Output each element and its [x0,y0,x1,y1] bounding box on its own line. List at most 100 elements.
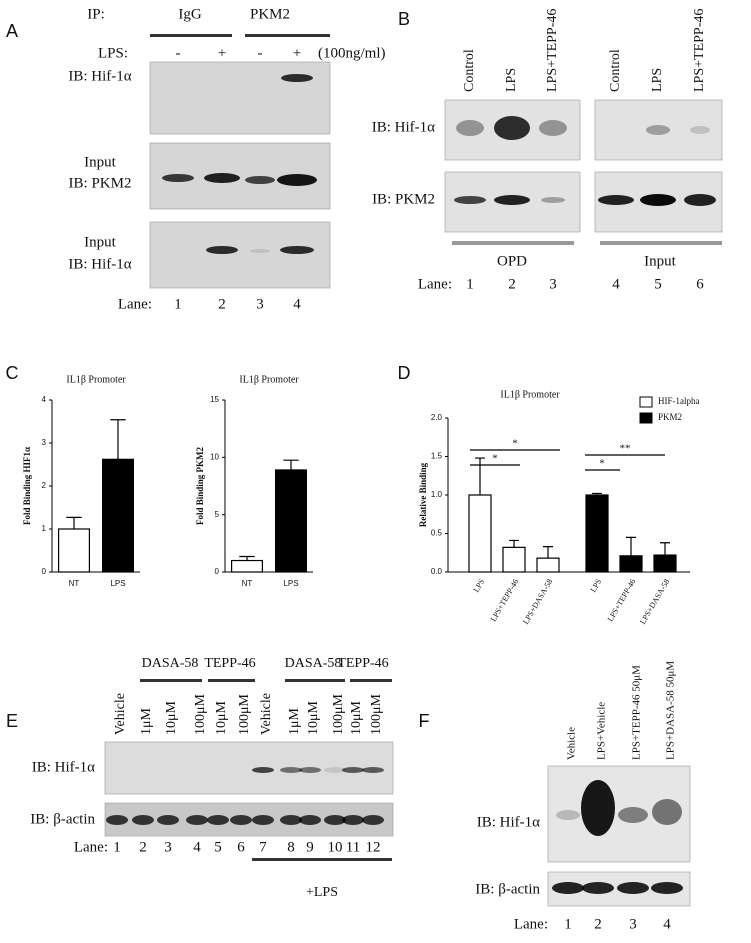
band [324,767,346,773]
error-bar [66,516,82,529]
row-label: IB: PKM2 [69,175,132,191]
lane-number: 2 [508,276,516,292]
column-label: 100μM [331,693,346,735]
lane-number: 1 [113,839,121,855]
lane-label: Lane: [74,839,108,855]
lane-label: Lane: [118,296,152,312]
bar [585,494,609,573]
lane-number: 4 [193,839,201,855]
band [252,767,274,773]
group-bar [140,679,202,682]
blot [149,221,331,289]
band [299,815,321,825]
row-label: IB: β-actin [30,811,95,827]
lane-number: 2 [218,296,226,312]
row-label: IB: Hif-1α [32,759,95,775]
x-tick-label: LPS [110,579,125,588]
column-label: Control [462,49,477,92]
lps-sign: + [293,45,301,61]
band [539,120,567,136]
group-label: Input [644,253,676,269]
y-axis-label: Fold Binding HIF1α [22,447,32,525]
column-label: 10μM [214,700,229,735]
legend-swatch [639,396,653,408]
column-label: LPS [650,68,665,92]
y-tick-label: 0 [42,567,47,576]
treatment-label: +LPS [306,885,338,900]
significance-mark: * [599,458,605,470]
bar [468,494,492,573]
lane-number: 7 [259,839,267,855]
column-label: 10μM [164,700,179,735]
column-label: Control [608,49,623,92]
significance-mark: * [512,438,518,450]
group-bar [452,241,574,245]
y-tick-label: 3 [42,438,47,447]
x-tick-label: LPS [283,579,298,588]
column-label: LPS+DASA-58 50μM [665,661,677,760]
y-axis-label: Relative Binding [418,462,428,527]
group-bar [245,34,330,37]
y-tick-label: 2.0 [431,413,443,422]
band [106,815,128,825]
band [618,807,648,823]
group-bar [150,34,232,37]
band [204,173,240,183]
panel-label: A [6,21,18,41]
band [581,780,615,836]
bar [275,469,308,573]
y-tick-label: 15 [210,395,219,404]
band [245,176,275,184]
lane-number: 2 [139,839,147,855]
error-bar [660,542,670,556]
column-label: LPS+TEPP-46 [545,9,560,92]
bar [57,528,90,573]
legend-label: HIF-1alpha [658,396,700,406]
row-label: IB: Hif-1α [68,68,131,84]
band [250,249,270,253]
row-label: Input [84,234,116,250]
lane-number: 1 [466,276,474,292]
bar [231,559,264,573]
row-label: IB: Hif-1α [68,256,131,272]
y-tick-label: 1.5 [431,452,443,461]
bar [619,555,643,573]
legend-swatch [639,412,653,424]
lane-number: 6 [696,276,704,292]
bar [536,557,560,573]
error-bar [543,545,553,559]
group-label: TEPP-46 [204,656,255,671]
bar [653,554,677,573]
lane-number: 3 [256,296,264,312]
band [494,195,530,205]
legend-label: PKM2 [658,412,682,422]
group-bar [208,679,255,682]
band [454,196,486,204]
chart-title: IL1β Promoter [500,389,560,400]
group-bar [350,679,392,682]
band [132,815,154,825]
band [280,815,302,825]
band [230,815,252,825]
panel-label: D [398,363,411,383]
band [651,882,683,894]
chart-title: IL1β Promoter [66,374,126,385]
y-tick-label: 0.5 [431,529,443,538]
lane-number: 3 [629,916,637,932]
row-label: IB: Hif-1α [477,814,540,830]
group-label: TEPP-46 [337,656,388,671]
band [552,882,584,894]
lps-sign: + [218,45,226,61]
panel-label: F [419,711,430,731]
y-tick-label: 1 [42,524,47,533]
lane-number: 4 [612,276,620,292]
band [582,882,614,894]
ip-group: PKM2 [250,6,290,22]
lane-number: 9 [306,839,314,855]
band [324,815,346,825]
lane-number: 6 [237,839,245,855]
significance-mark: * [492,453,498,465]
band [362,767,384,773]
row-label: IB: PKM2 [372,191,435,207]
column-label: LPS [504,68,519,92]
